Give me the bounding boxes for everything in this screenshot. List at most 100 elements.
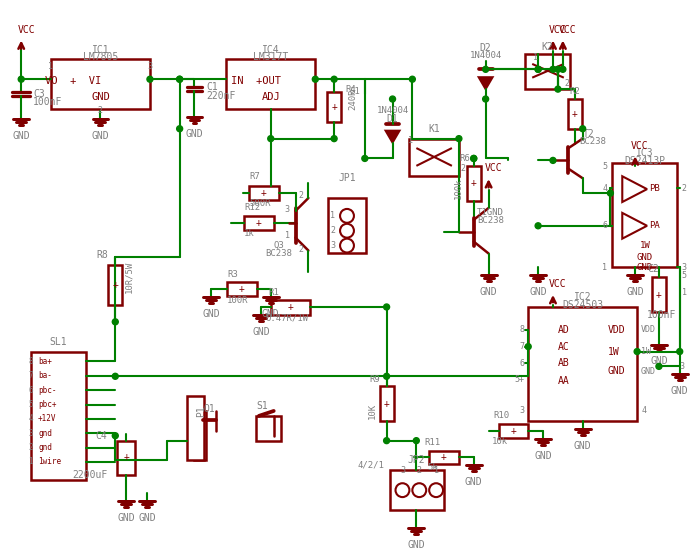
- Text: 220nF: 220nF: [207, 91, 236, 101]
- Text: 7: 7: [28, 371, 33, 380]
- Circle shape: [267, 136, 274, 142]
- Circle shape: [482, 66, 489, 72]
- Text: 4/2/1: 4/2/1: [358, 461, 385, 470]
- Bar: [467, 166, 481, 201]
- Text: GND: GND: [202, 309, 220, 319]
- Text: C1: C1: [207, 82, 218, 92]
- Text: VCC: VCC: [484, 163, 502, 174]
- Circle shape: [413, 437, 419, 444]
- Text: 500R: 500R: [249, 199, 270, 208]
- Text: BC238: BC238: [477, 217, 504, 225]
- Text: 2: 2: [98, 106, 103, 115]
- Circle shape: [177, 76, 183, 82]
- Circle shape: [412, 483, 426, 497]
- Text: 3: 3: [682, 263, 687, 272]
- Text: P1: P1: [197, 405, 207, 417]
- Text: 1: 1: [285, 231, 290, 240]
- Text: GND: GND: [534, 451, 552, 461]
- Circle shape: [147, 76, 153, 82]
- Bar: [525, 55, 570, 89]
- Text: R6: R6: [459, 154, 470, 163]
- Text: +: +: [511, 426, 516, 436]
- Text: 3: 3: [680, 362, 685, 371]
- Circle shape: [112, 374, 119, 379]
- Text: 2: 2: [299, 245, 304, 254]
- Bar: [117, 441, 135, 476]
- Text: 2: 2: [330, 226, 335, 235]
- Text: T2: T2: [583, 129, 595, 139]
- Text: 2: 2: [416, 466, 422, 475]
- Bar: [498, 424, 528, 437]
- Circle shape: [656, 364, 662, 369]
- Text: 1wire: 1wire: [38, 457, 61, 467]
- Text: 1k: 1k: [244, 229, 255, 238]
- Text: R10: R10: [493, 412, 509, 420]
- Text: IC3: IC3: [636, 148, 654, 159]
- Text: K2: K2: [541, 41, 553, 52]
- Bar: [51, 60, 150, 109]
- Text: PB: PB: [649, 183, 660, 193]
- Text: T1GND: T1GND: [477, 208, 504, 218]
- Text: 2200uF: 2200uF: [72, 471, 107, 480]
- Bar: [568, 99, 581, 129]
- Text: +: +: [572, 109, 578, 119]
- Text: GND: GND: [186, 129, 203, 139]
- Circle shape: [177, 126, 183, 132]
- Text: VCC: VCC: [631, 141, 649, 150]
- Text: 100R: 100R: [227, 295, 249, 305]
- Text: 1: 1: [49, 62, 53, 71]
- Circle shape: [384, 437, 389, 444]
- Text: 3: 3: [148, 62, 152, 71]
- Bar: [271, 300, 310, 315]
- Text: +12V: +12V: [38, 414, 57, 423]
- Text: +: +: [656, 290, 662, 300]
- Text: LM7805: LM7805: [82, 52, 118, 62]
- Text: DS2413P: DS2413P: [624, 156, 665, 166]
- Text: C4: C4: [96, 431, 107, 441]
- Text: GND: GND: [529, 287, 547, 297]
- Bar: [31, 352, 85, 480]
- Text: 1: 1: [533, 53, 538, 62]
- Text: 7: 7: [519, 342, 524, 351]
- Text: +: +: [261, 188, 267, 198]
- Text: VCC: VCC: [549, 25, 567, 35]
- Text: GND: GND: [480, 287, 498, 297]
- Bar: [380, 386, 394, 421]
- Circle shape: [384, 374, 389, 379]
- Circle shape: [384, 304, 389, 310]
- Text: VDD: VDD: [608, 325, 625, 335]
- Text: 1W: 1W: [640, 241, 651, 250]
- Bar: [389, 471, 444, 510]
- Bar: [429, 451, 459, 464]
- Text: 10K: 10K: [368, 403, 377, 419]
- Text: R7: R7: [249, 172, 260, 181]
- Text: 100k: 100k: [454, 177, 463, 199]
- Text: IC4: IC4: [262, 45, 279, 55]
- Circle shape: [396, 483, 410, 497]
- Text: GND: GND: [637, 263, 653, 272]
- Text: gnd: gnd: [38, 429, 52, 437]
- Circle shape: [634, 349, 640, 354]
- Text: 2: 2: [565, 79, 570, 88]
- Text: 2: 2: [461, 164, 466, 173]
- Text: 2: 2: [299, 191, 304, 199]
- Text: SL1: SL1: [49, 337, 67, 347]
- Text: GND: GND: [465, 477, 482, 487]
- Bar: [244, 216, 274, 230]
- Polygon shape: [622, 213, 647, 239]
- Text: ba+: ba+: [38, 357, 52, 366]
- Bar: [410, 139, 459, 176]
- Text: GND: GND: [637, 253, 653, 262]
- Text: GND: GND: [407, 539, 425, 550]
- Text: 8: 8: [519, 325, 524, 334]
- Text: GND: GND: [12, 131, 30, 141]
- Bar: [328, 198, 366, 252]
- Circle shape: [112, 433, 119, 439]
- Text: VCC: VCC: [559, 25, 577, 35]
- Text: 1W: 1W: [641, 347, 651, 356]
- Text: 1: 1: [408, 136, 413, 145]
- Text: LM317T: LM317T: [253, 52, 288, 62]
- Text: 100nF: 100nF: [33, 97, 62, 107]
- Text: VO  +  VI: VO + VI: [44, 76, 100, 86]
- Text: D2: D2: [480, 42, 491, 52]
